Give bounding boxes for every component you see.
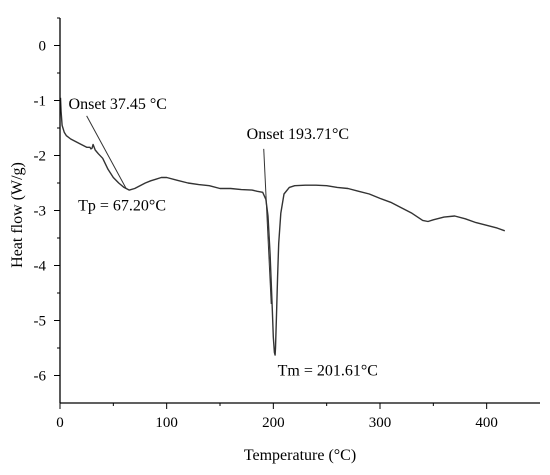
y-ticks: 0 -1 -2 -3 -4 -5 -6 xyxy=(34,17,60,385)
x-tick-label: 0 xyxy=(56,415,64,431)
x-tick-label: 400 xyxy=(475,415,498,431)
onset-37-leader-line xyxy=(86,115,127,189)
heat-flow-curve xyxy=(59,97,506,356)
y-tick-label: -1 xyxy=(34,94,47,110)
y-tick-label: 0 xyxy=(39,39,47,55)
y-tick-label: -3 xyxy=(34,204,47,220)
tm-label: Tm = 201.61°C xyxy=(278,363,378,380)
y-axis-title: Heat flow (W/g) xyxy=(9,162,26,268)
x-tick-label: 300 xyxy=(369,415,392,431)
y-tick-label: -2 xyxy=(34,149,47,165)
y-tick-label: -4 xyxy=(34,259,47,275)
x-tick-label: 200 xyxy=(262,415,285,431)
annotations: Onset 37.45 °C Tp = 67.20°C Onset 193.71… xyxy=(69,96,378,380)
y-tick-label: -6 xyxy=(34,369,47,385)
axes: 0 100 200 300 400 0 -1 -2 -3 -4 -5 -6 xyxy=(34,17,540,431)
onset-37-label: Onset 37.45 °C xyxy=(69,96,167,113)
onset-193-label: Onset 193.71°C xyxy=(247,126,349,143)
onset-193-leader-line xyxy=(263,148,272,305)
y-tick-label: -5 xyxy=(34,314,47,330)
tp-label: Tp = 67.20°C xyxy=(78,198,166,215)
x-ticks: 0 100 200 300 400 xyxy=(56,403,498,431)
x-tick-label: 100 xyxy=(155,415,178,431)
x-axis-title: Temperature (°C) xyxy=(244,447,356,464)
plot-area xyxy=(59,97,506,356)
